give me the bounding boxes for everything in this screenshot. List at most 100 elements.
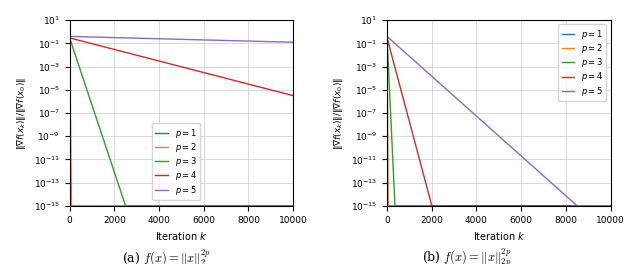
$p = 2$ bbox=[538, 204, 545, 208]
Line: $p = 4$: $p = 4$ bbox=[387, 38, 611, 206]
Y-axis label: $\|\nabla f(x_k)\| / \|\nabla f(x_0)\|$: $\|\nabla f(x_k)\| / \|\nabla f(x_0)\|$ bbox=[15, 77, 28, 150]
$p = 3$ bbox=[220, 204, 228, 208]
$p = 5$ bbox=[514, 151, 522, 154]
$p = 3$ bbox=[278, 204, 286, 208]
$p = 3$ bbox=[607, 204, 614, 208]
$p = 4$ bbox=[383, 36, 391, 39]
$p = 2$ bbox=[89, 204, 97, 208]
$p = 1$ bbox=[220, 204, 228, 208]
Legend: $p = 1$, $p = 2$, $p = 3$, $p = 4$, $p = 5$: $p = 1$, $p = 2$, $p = 3$, $p = 4$, $p =… bbox=[558, 24, 607, 101]
Line: $p = 3$: $p = 3$ bbox=[387, 38, 611, 206]
$p = 1$ bbox=[607, 204, 614, 208]
$p = 3$ bbox=[89, 105, 97, 108]
$p = 3$ bbox=[66, 36, 74, 39]
$p = 5$ bbox=[538, 172, 545, 176]
$p = 3$ bbox=[217, 204, 225, 208]
$p = 5$ bbox=[573, 204, 581, 208]
$p = 1$ bbox=[534, 204, 542, 208]
$p = 1$ bbox=[427, 204, 435, 208]
$p = 2$ bbox=[534, 204, 542, 208]
$p = 1$ bbox=[406, 204, 414, 208]
$p = 1$ bbox=[66, 204, 74, 208]
$p = 2$ bbox=[278, 204, 286, 208]
$p = 4$ bbox=[534, 204, 542, 208]
Line: $p = 5$: $p = 5$ bbox=[387, 36, 611, 206]
$p = 4$ bbox=[406, 122, 414, 126]
$p = 4$ bbox=[196, 70, 204, 73]
$p = 2$ bbox=[109, 204, 117, 208]
$p = 4$ bbox=[66, 36, 74, 39]
$p = 2$ bbox=[196, 204, 204, 208]
$p = 1$ bbox=[278, 204, 286, 208]
Line: $p = 3$: $p = 3$ bbox=[70, 38, 293, 206]
$p = 1$ bbox=[196, 204, 204, 208]
$p = 1$ bbox=[109, 204, 117, 208]
$p = 3$ bbox=[538, 204, 545, 208]
$p = 5$ bbox=[196, 38, 204, 41]
$p = 5$ bbox=[89, 35, 97, 39]
$p = 2$ bbox=[217, 204, 225, 208]
$p = 5$ bbox=[109, 36, 117, 39]
$p = 1$ bbox=[383, 36, 391, 39]
$p = 1$ bbox=[217, 204, 225, 208]
$p = 2$ bbox=[385, 204, 392, 208]
$p = 1$ bbox=[596, 204, 604, 208]
$p = 2$ bbox=[514, 204, 522, 208]
$p = 3$ bbox=[514, 204, 522, 208]
$p = 5$ bbox=[220, 39, 228, 42]
$p = 5$ bbox=[427, 74, 435, 77]
$p = 1$ bbox=[89, 204, 97, 208]
$p = 5$ bbox=[278, 40, 286, 44]
X-axis label: Iteration $k$: Iteration $k$ bbox=[472, 230, 525, 242]
$p = 4$ bbox=[427, 201, 435, 204]
$p = 5$ bbox=[66, 35, 74, 38]
$p = 1$ bbox=[538, 204, 545, 208]
$p = 3$ bbox=[122, 204, 129, 208]
$p = 2$ bbox=[68, 204, 76, 208]
Line: $p = 5$: $p = 5$ bbox=[70, 36, 293, 42]
$p = 4$ bbox=[217, 76, 225, 79]
X-axis label: Iteration $k$: Iteration $k$ bbox=[155, 230, 207, 242]
Y-axis label: $\|\nabla f(x_k)\| / \|\nabla f(x_0)\|$: $\|\nabla f(x_k)\| / \|\nabla f(x_0)\|$ bbox=[332, 77, 346, 150]
$p = 4$ bbox=[428, 204, 436, 208]
$p = 5$ bbox=[289, 41, 297, 44]
$p = 5$ bbox=[607, 204, 614, 208]
$p = 2$ bbox=[596, 204, 604, 208]
$p = 1$ bbox=[289, 204, 297, 208]
Text: (b) $f(x) = \|x\|_{2p}^{2p}$: (b) $f(x) = \|x\|_{2p}^{2p}$ bbox=[422, 246, 512, 264]
$p = 5$ bbox=[596, 204, 604, 208]
Line: $p = 1$: $p = 1$ bbox=[70, 38, 293, 206]
$p = 1$ bbox=[66, 36, 74, 39]
$p = 2$ bbox=[220, 204, 228, 208]
$p = 2$ bbox=[427, 204, 435, 208]
$p = 2$ bbox=[383, 36, 391, 39]
$p = 2$ bbox=[66, 36, 74, 39]
$p = 3$ bbox=[289, 204, 297, 208]
$p = 2$ bbox=[289, 204, 297, 208]
$p = 4$ bbox=[89, 42, 97, 45]
Line: $p = 1$: $p = 1$ bbox=[387, 38, 611, 206]
$p = 4$ bbox=[538, 204, 545, 208]
$p = 5$ bbox=[217, 39, 225, 42]
$p = 5$ bbox=[383, 35, 391, 38]
Legend: $p = 1$, $p = 2$, $p = 3$, $p = 4$, $p = 5$: $p = 1$, $p = 2$, $p = 3$, $p = 4$, $p =… bbox=[152, 123, 200, 200]
Text: (a) $f(x) = \|x\|_2^{2p}$: (a) $f(x) = \|x\|_2^{2p}$ bbox=[122, 247, 211, 264]
Line: $p = 2$: $p = 2$ bbox=[387, 38, 611, 206]
$p = 5$ bbox=[534, 170, 542, 173]
$p = 4$ bbox=[607, 204, 614, 208]
$p = 3$ bbox=[391, 204, 399, 208]
$p = 4$ bbox=[289, 94, 297, 97]
$p = 3$ bbox=[534, 204, 542, 208]
$p = 3$ bbox=[196, 204, 204, 208]
$p = 4$ bbox=[514, 204, 522, 208]
$p = 4$ bbox=[220, 76, 228, 79]
$p = 3$ bbox=[383, 36, 391, 39]
$p = 4$ bbox=[109, 48, 117, 51]
$p = 3$ bbox=[427, 204, 435, 208]
Line: $p = 4$: $p = 4$ bbox=[70, 38, 293, 96]
$p = 3$ bbox=[109, 168, 117, 171]
$p = 4$ bbox=[596, 204, 604, 208]
$p = 4$ bbox=[278, 91, 286, 95]
$p = 3$ bbox=[406, 204, 414, 208]
$p = 2$ bbox=[607, 204, 614, 208]
